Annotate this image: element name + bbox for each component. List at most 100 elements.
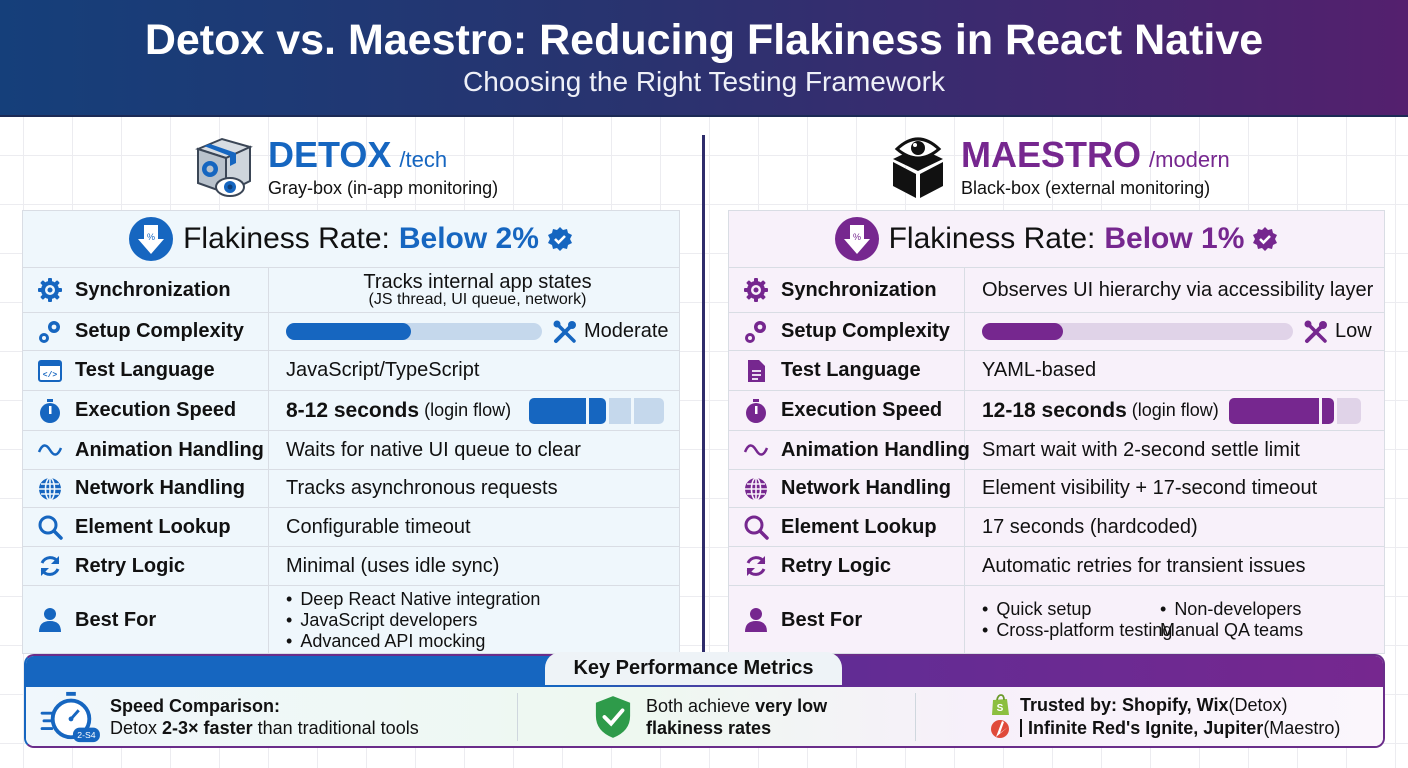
page-header: Detox vs. Maestro: Reducing Flakiness in…	[0, 0, 1408, 117]
row-label: Element Lookup	[75, 515, 231, 538]
detox-panel: % Flakiness Rate: Below 2% Synchronizati…	[22, 210, 680, 654]
wrench-screwdriver-icon	[1304, 320, 1327, 343]
row-label: Retry Logic	[75, 554, 186, 577]
list-item: Deep React Native integration	[286, 589, 540, 610]
speed-note: (login flow)	[1131, 400, 1219, 420]
wave-icon	[37, 444, 63, 456]
maestro-row-best-for: Best For Quick setup Non-developers Cros…	[729, 586, 1384, 654]
setup-complexity-bar	[286, 323, 542, 340]
row-label: Best For	[75, 608, 157, 631]
row-value: Smart wait with 2-second settle limit	[982, 438, 1300, 461]
row-value: Tracks asynchronous requests	[286, 477, 558, 499]
row-label: Network Handling	[781, 477, 952, 499]
flakiness-label: Flakiness Rate:	[888, 222, 1096, 255]
page-title: Detox vs. Maestro: Reducing Flakiness in…	[144, 16, 1264, 64]
page-subtitle: Choosing the Right Testing Framework	[463, 66, 945, 97]
cube-with-eye-icon	[893, 137, 943, 198]
row-value: Automatic retries for transient issues	[982, 554, 1306, 577]
user-icon	[39, 608, 61, 632]
best-for-list: Quick setup Non-developers Cross-platfor…	[982, 599, 1303, 641]
best-for-list: Deep React Native integration JavaScript…	[286, 589, 540, 652]
stopwatch-icon	[40, 398, 60, 423]
list-item: JavaScript developers	[286, 610, 540, 631]
row-value: Minimal (uses idle sync)	[286, 554, 500, 577]
maestro-brand: MAESTRO /modern Black-box (external moni…	[885, 133, 1230, 199]
maestro-row-setup-complexity: Setup Complexity Low	[729, 313, 1384, 351]
wave-icon	[743, 444, 769, 456]
percent-down-arrow-icon: %	[834, 217, 879, 261]
svg-text:%: %	[853, 232, 861, 242]
detox-brand: DETOX /tech Gray-box (in-app monitoring)	[192, 133, 498, 199]
list-item: Manual QA teams	[1160, 620, 1304, 640]
refresh-icon	[40, 556, 60, 576]
row-label: Animation Handling	[75, 438, 264, 461]
globe-icon	[745, 476, 767, 501]
detox-tag: /tech	[399, 146, 448, 172]
shield-check-icon	[595, 695, 631, 738]
row-value: 17 seconds (hardcoded)	[982, 515, 1198, 538]
box-with-gear-and-eye-icon	[195, 137, 253, 197]
maestro-panel: % Flakiness Rate: Below 1% Synchronizati…	[728, 210, 1385, 654]
speed-value: 8-12 seconds	[286, 398, 420, 422]
row-value: Configurable timeout	[286, 515, 471, 538]
detox-flakiness-rate: % Flakiness Rate: Below 2%	[23, 211, 679, 268]
maestro-tag: /modern	[1149, 146, 1230, 172]
speed-heading: Speed Comparison:	[110, 695, 281, 716]
setup-complexity-value: Low	[1335, 320, 1372, 342]
key-performance-metrics: 2-S4 Speed Comparison: Detox 2-3× faster…	[24, 654, 1385, 748]
row-label: Animation Handling	[781, 438, 970, 461]
detox-row-best-for: Best For Deep React Native integration J…	[23, 586, 679, 654]
metrics-title: Key Performance Metrics	[545, 652, 842, 685]
row-label: Synchronization	[781, 278, 937, 301]
maestro-row-retry-logic: Retry Logic Automatic retries for transi…	[729, 547, 1384, 586]
row-label: Network Handling	[75, 477, 246, 499]
speed-value: 12-18 seconds	[982, 398, 1127, 422]
row-label: Synchronization	[75, 278, 231, 301]
row-label: Test Language	[75, 359, 215, 381]
setup-complexity-value: Moderate	[584, 320, 669, 342]
maestro-row-synchronization: Synchronization Observes UI hierarchy vi…	[729, 268, 1384, 313]
svg-text:2-S4: 2-S4	[77, 730, 95, 740]
speed-segment-bar	[1228, 397, 1361, 424]
speed-segment-bar	[529, 397, 665, 424]
row-value: Observes UI hierarchy via accessibility …	[982, 278, 1374, 301]
trusted-by: S Trusted by: Shopify, Wix (Detox) Infin…	[916, 693, 1383, 741]
flakiness-value: Below 2%	[398, 222, 539, 255]
list-item: Advanced API mocking	[286, 631, 540, 652]
maestro-row-execution-speed: Execution Speed 12-18 seconds (login flo…	[729, 391, 1384, 431]
detox-name: DETOX	[268, 133, 392, 175]
refresh-icon	[746, 556, 766, 576]
detox-row-element-lookup: Element Lookup Configurable timeout	[23, 508, 679, 547]
shopify-bag-icon: S	[992, 694, 1009, 715]
maestro-name: MAESTRO	[961, 133, 1141, 175]
row-label: Test Language	[781, 359, 921, 381]
speed-note: (login flow)	[424, 400, 512, 420]
list-item: Cross-platform testing	[982, 620, 1172, 641]
maestro-description: Black-box (external monitoring)	[961, 177, 1211, 198]
row-subvalue: (JS thread, UI queue, network)	[368, 291, 587, 308]
row-label: Element Lookup	[781, 515, 937, 538]
row-label: Setup Complexity	[75, 320, 244, 342]
flakiness-summary: Both achieve very low flakiness rates	[518, 692, 916, 741]
gears-icon	[745, 320, 766, 343]
verified-badge-icon	[547, 227, 572, 251]
row-label: Setup Complexity	[781, 320, 950, 342]
fast-stopwatch-icon: 2-S4	[40, 691, 100, 742]
maestro-flakiness-rate: % Flakiness Rate: Below 1%	[729, 211, 1384, 268]
list-item: Non-developers	[1160, 599, 1303, 620]
detox-row-retry-logic: Retry Logic Minimal (uses idle sync)	[23, 547, 679, 586]
stopwatch-icon	[746, 398, 766, 423]
detox-row-animation-handling: Animation Handling Waits for native UI q…	[23, 431, 679, 470]
row-label: Best For	[781, 608, 863, 631]
list-item: Quick setup	[982, 599, 1160, 620]
speed-comparison: 2-S4 Speed Comparison: Detox 2-3× faster…	[26, 691, 518, 742]
row-label: Execution Speed	[75, 399, 237, 421]
verified-badge-icon	[1253, 227, 1278, 251]
flakiness-label: Flakiness Rate:	[183, 222, 390, 255]
document-icon	[748, 359, 765, 382]
detox-row-test-language: </> Test Language JavaScript/TypeScript	[23, 351, 679, 391]
detox-row-execution-speed: Execution Speed 8-12 seconds (login flow…	[23, 391, 679, 431]
gear-icon	[744, 278, 768, 302]
detox-description: Gray-box (in-app monitoring)	[268, 177, 499, 198]
percent-down-arrow-icon: %	[129, 217, 174, 261]
